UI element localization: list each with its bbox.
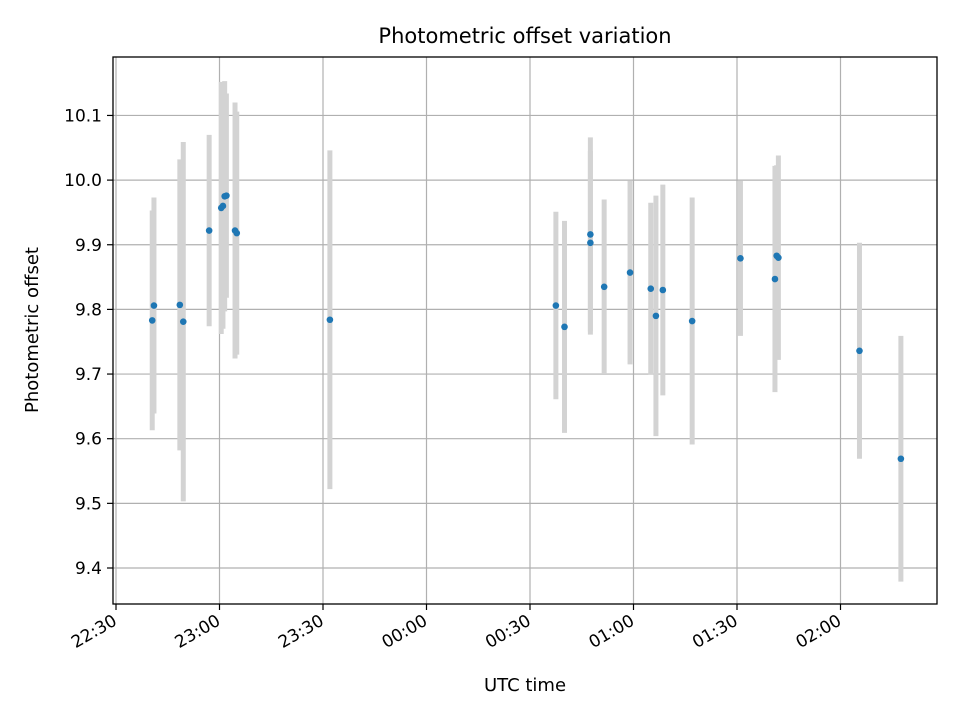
data-point xyxy=(856,347,863,355)
data-point xyxy=(652,312,660,320)
data-points xyxy=(148,192,905,463)
y-tick-label: 9.6 xyxy=(75,430,102,450)
chart-title: Photometric offset variation xyxy=(378,24,671,48)
y-axis-label: Photometric offset xyxy=(22,247,43,413)
data-point xyxy=(552,302,560,309)
y-tick-label: 9.9 xyxy=(75,236,102,256)
grid-lines xyxy=(113,57,937,604)
data-point xyxy=(626,269,634,276)
data-point xyxy=(219,202,227,210)
data-point xyxy=(179,318,187,325)
data-point xyxy=(150,302,158,309)
data-point xyxy=(233,229,241,237)
data-point xyxy=(176,301,184,309)
data-point xyxy=(561,323,568,331)
data-point xyxy=(600,283,608,291)
data-point xyxy=(771,275,779,283)
data-point xyxy=(647,285,655,293)
data-point xyxy=(326,316,334,324)
data-point xyxy=(688,317,696,325)
data-point xyxy=(775,254,782,261)
y-tick-label: 9.5 xyxy=(75,494,102,514)
data-point xyxy=(205,227,213,234)
y-tick-label: 9.8 xyxy=(75,300,102,320)
y-tick-label: 9.7 xyxy=(75,365,102,385)
y-axis-ticks: 9.4 9.5 9.6 9.7 9.8 9.9 10.0 10.1 xyxy=(64,106,113,579)
data-point xyxy=(148,317,156,324)
y-tick-label: 10.1 xyxy=(64,106,102,126)
data-point xyxy=(223,192,230,199)
y-tick-label: 9.4 xyxy=(75,559,102,579)
data-point xyxy=(587,231,594,238)
data-point xyxy=(737,255,744,262)
plot-frame xyxy=(112,56,938,605)
data-point xyxy=(897,455,905,463)
x-axis-label: UTC time xyxy=(484,675,566,696)
data-point xyxy=(587,239,594,247)
y-tick-label: 10.0 xyxy=(64,171,102,191)
data-point xyxy=(659,286,667,294)
